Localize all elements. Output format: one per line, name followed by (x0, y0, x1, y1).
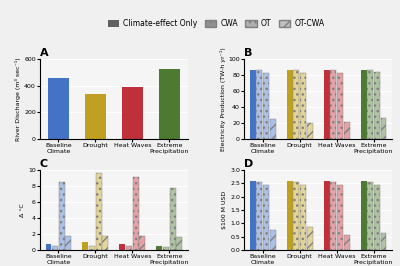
Bar (133, 177, 139, 250)
Bar (306, 227, 312, 250)
Bar (256, 70, 262, 139)
Bar (330, 70, 336, 139)
Bar (337, 73, 343, 139)
Text: A: A (40, 48, 49, 59)
Bar (102, 236, 108, 250)
Bar (126, 246, 132, 250)
Bar (367, 70, 373, 139)
Bar (263, 73, 269, 139)
Text: C: C (40, 159, 48, 169)
Y-axis label: Δ °C: Δ °C (20, 203, 25, 217)
Text: B: B (244, 48, 252, 59)
Bar (48, 78, 69, 139)
Bar (163, 247, 169, 250)
Bar (89, 246, 95, 250)
Y-axis label: River Discharge (m³ sec⁻¹): River Discharge (m³ sec⁻¹) (15, 57, 21, 141)
Bar (250, 181, 256, 250)
Bar (140, 236, 146, 250)
Bar (360, 70, 366, 139)
Bar (286, 181, 292, 250)
Bar (286, 70, 292, 139)
Bar (159, 69, 180, 139)
Bar (330, 182, 336, 250)
Bar (374, 72, 380, 139)
Bar (120, 244, 126, 250)
Bar (300, 185, 306, 250)
Bar (367, 182, 373, 250)
Bar (293, 70, 299, 139)
Bar (52, 246, 58, 250)
Bar (306, 123, 312, 139)
Bar (293, 182, 299, 250)
Bar (82, 242, 88, 250)
Legend: Climate-effect Only, CWA, OT, OT-CWA: Climate-effect Only, CWA, OT, OT-CWA (105, 16, 327, 31)
Bar (122, 87, 143, 139)
Y-axis label: Electricity Production (TW-h yr⁻¹): Electricity Production (TW-h yr⁻¹) (220, 47, 226, 151)
Bar (344, 235, 350, 250)
Text: D: D (244, 159, 253, 169)
Bar (156, 246, 162, 250)
Bar (337, 185, 343, 250)
Bar (324, 70, 330, 139)
Bar (176, 237, 182, 250)
Bar (66, 236, 72, 250)
Bar (300, 73, 306, 139)
Bar (250, 70, 256, 139)
Bar (270, 230, 276, 250)
Bar (256, 182, 262, 250)
Y-axis label: $100 M USD: $100 M USD (222, 191, 227, 229)
Bar (380, 118, 386, 139)
Bar (374, 185, 380, 250)
Bar (360, 181, 366, 250)
Bar (324, 181, 330, 250)
Bar (96, 173, 102, 250)
Bar (170, 188, 176, 250)
Bar (85, 94, 106, 139)
Bar (46, 244, 52, 250)
Bar (270, 119, 276, 139)
Bar (263, 185, 269, 250)
Bar (59, 182, 65, 250)
Bar (344, 122, 350, 139)
Bar (380, 233, 386, 250)
